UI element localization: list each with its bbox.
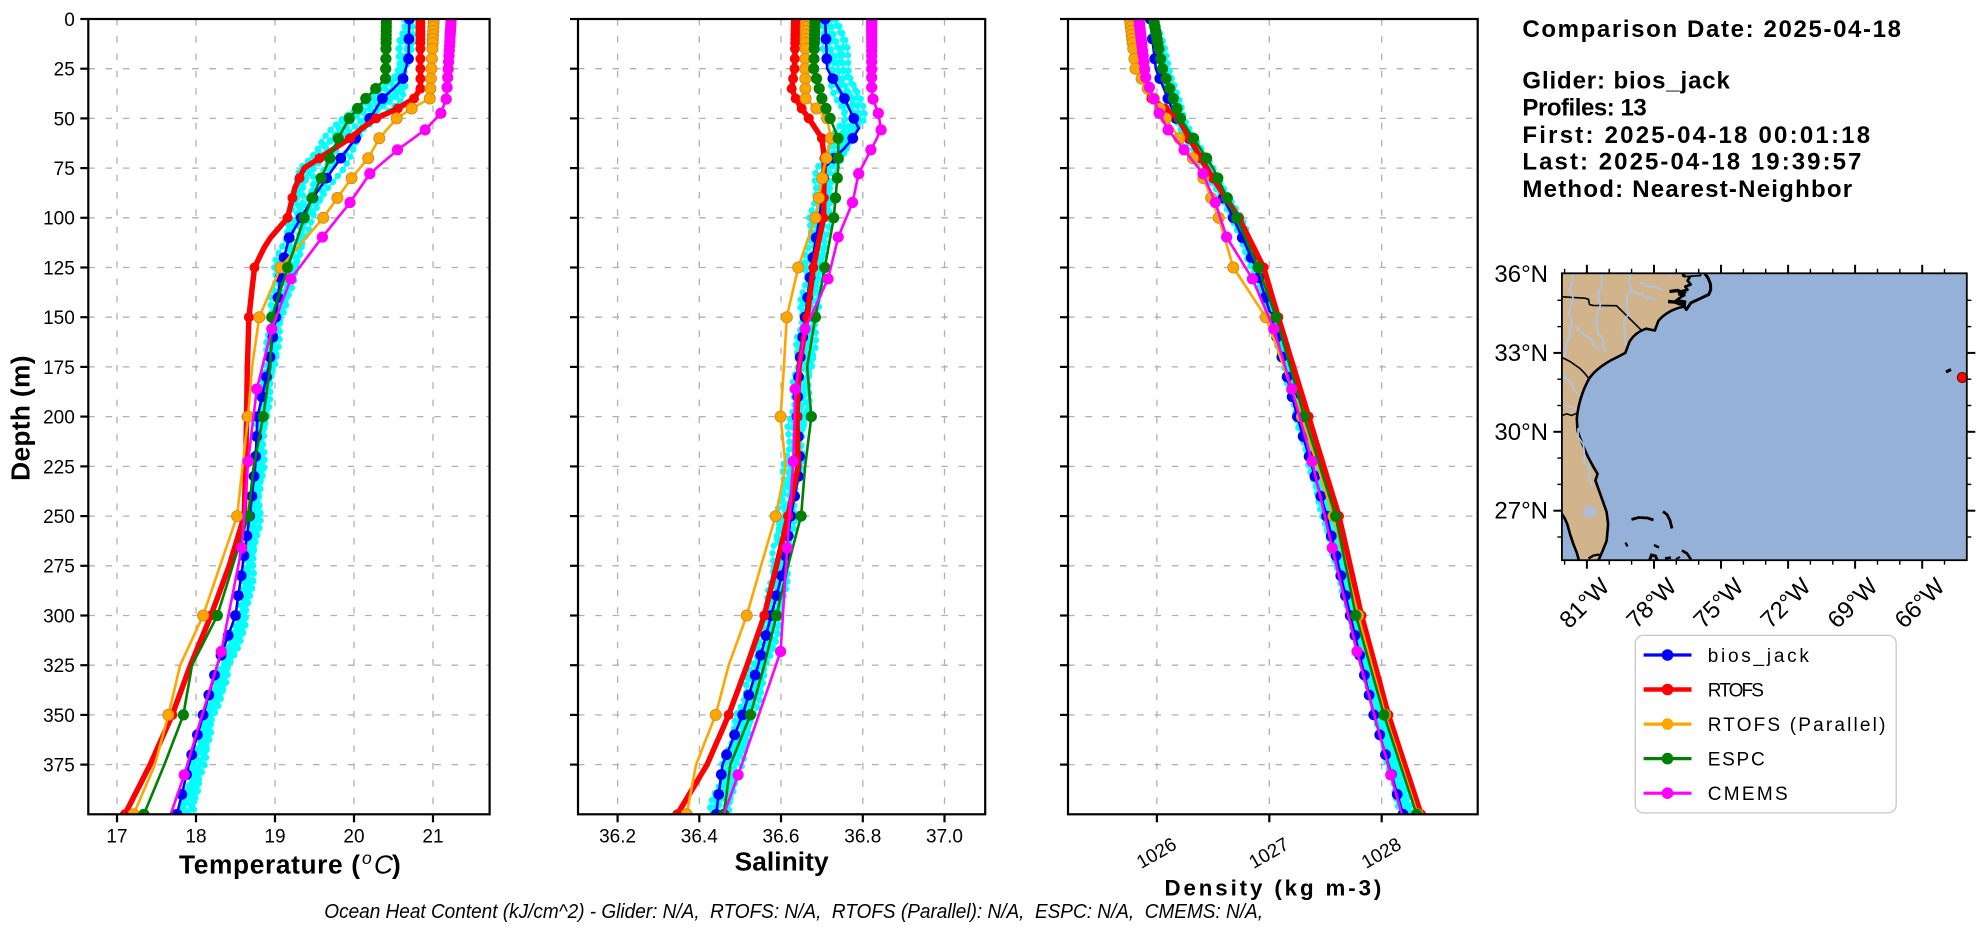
svg-text:21: 21 bbox=[422, 827, 443, 848]
svg-text:30°N: 30°N bbox=[1494, 419, 1548, 446]
svg-text:325: 325 bbox=[43, 656, 75, 677]
svg-text:CMEMS: CMEMS bbox=[1708, 784, 1788, 805]
svg-text:200: 200 bbox=[43, 408, 75, 429]
svg-text:20: 20 bbox=[343, 827, 364, 848]
svg-text:19: 19 bbox=[264, 827, 285, 848]
svg-text:18: 18 bbox=[185, 827, 206, 848]
svg-text:Comparison Date: 2025-04-18: Comparison Date: 2025-04-18 bbox=[1522, 16, 1901, 43]
svg-text:Last: 2025-04-18 19:39:57: Last: 2025-04-18 19:39:57 bbox=[1522, 149, 1861, 176]
svg-text:Method: Nearest-Neighbor: Method: Nearest-Neighbor bbox=[1522, 176, 1852, 203]
svg-text:Depth (m): Depth (m) bbox=[6, 356, 36, 481]
svg-text:225: 225 bbox=[43, 457, 75, 478]
svg-text:375: 375 bbox=[43, 756, 75, 777]
svg-text:): ) bbox=[392, 850, 401, 880]
svg-text:o: o bbox=[362, 848, 372, 868]
svg-text:17: 17 bbox=[106, 827, 127, 848]
svg-text:36.2: 36.2 bbox=[599, 827, 636, 848]
svg-text:36.4: 36.4 bbox=[681, 827, 718, 848]
svg-text:0: 0 bbox=[64, 10, 75, 31]
svg-text:Salinity: Salinity bbox=[735, 847, 829, 877]
svg-text:RTOFS: RTOFS bbox=[1708, 681, 1764, 702]
svg-text:Profiles: 13: Profiles: 13 bbox=[1522, 95, 1646, 122]
svg-text:C: C bbox=[374, 850, 394, 880]
svg-text:36°N: 36°N bbox=[1494, 261, 1548, 288]
svg-text:36.6: 36.6 bbox=[763, 827, 800, 848]
svg-text:100: 100 bbox=[43, 209, 75, 230]
svg-text:37.0: 37.0 bbox=[926, 827, 963, 848]
svg-text:33°N: 33°N bbox=[1494, 340, 1548, 367]
svg-text:75: 75 bbox=[54, 159, 75, 180]
svg-text:Ocean Heat Content (kJ/cm^2) -: Ocean Heat Content (kJ/cm^2) - Glider: N… bbox=[324, 900, 1263, 923]
svg-text:350: 350 bbox=[43, 706, 75, 727]
svg-text:Glider: bios_jack: Glider: bios_jack bbox=[1522, 67, 1730, 94]
svg-text:150: 150 bbox=[43, 308, 75, 329]
svg-text:27°N: 27°N bbox=[1494, 498, 1548, 525]
svg-text:bios_jack: bios_jack bbox=[1708, 646, 1810, 667]
svg-text:36.8: 36.8 bbox=[844, 827, 881, 848]
svg-text:250: 250 bbox=[43, 507, 75, 528]
svg-text:ESPC: ESPC bbox=[1708, 750, 1765, 771]
svg-text:300: 300 bbox=[43, 606, 75, 627]
svg-text:25: 25 bbox=[54, 60, 75, 81]
svg-text:175: 175 bbox=[43, 358, 75, 379]
svg-text:50: 50 bbox=[54, 109, 75, 130]
svg-text:275: 275 bbox=[43, 557, 75, 578]
svg-text:First: 2025-04-18 00:01:18: First: 2025-04-18 00:01:18 bbox=[1522, 122, 1870, 149]
svg-text:Temperature (: Temperature ( bbox=[179, 850, 360, 880]
svg-text:125: 125 bbox=[43, 258, 75, 279]
